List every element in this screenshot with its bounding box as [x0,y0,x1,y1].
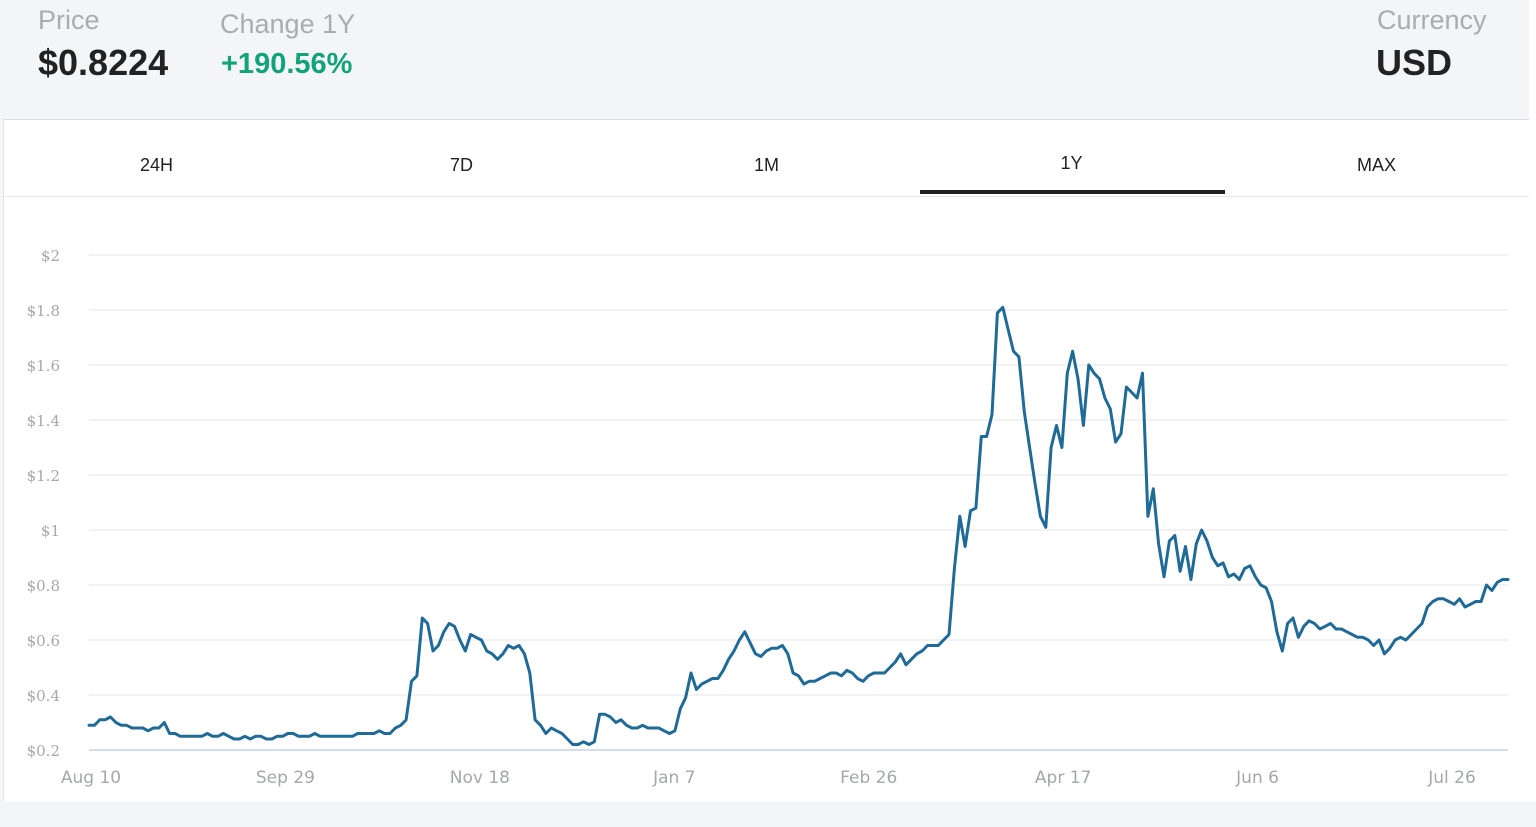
y-tick-label: $1.4 [27,412,60,430]
y-tick-label: $0.8 [27,577,60,595]
tab-max[interactable]: MAX [1356,155,1396,175]
y-tick-label: $0.4 [27,687,60,705]
active-tab-indicator [920,190,1225,194]
y-tick-label: $1.8 [27,302,60,320]
y-tick-label: $0.2 [27,742,60,760]
right-edge [1529,0,1536,827]
price-label: Price [38,5,100,35]
x-tick-label: Feb 26 [840,768,897,788]
currency-value: USD [1376,42,1453,83]
y-tick-label: $2 [41,247,60,265]
bottom-strip [0,802,1536,827]
currency-label: Currency [1377,5,1487,35]
y-tick-label: $0.6 [27,632,60,650]
y-tick-label: $1.6 [27,357,60,375]
change-label: Change 1Y [220,9,356,39]
price-value: $0.8224 [38,42,169,83]
x-tick-label: Jan 7 [652,768,695,788]
y-tick-label: $1 [41,522,60,540]
tab-24h[interactable]: 24H [139,155,174,175]
tab-1y[interactable]: 1Y [1060,153,1083,173]
x-tick-label: Nov 18 [450,768,510,788]
x-tick-label: Jul 26 [1427,768,1476,788]
x-tick-label: Jun 6 [1235,768,1279,788]
price-series-line [87,305,1510,746]
price-header: Price $0.8224 Change 1Y +190.56% Currenc… [3,0,1529,120]
timeframe-tabs: 24H 7D 1M 1Y MAX [4,120,1530,197]
y-tick-label: $1.2 [27,467,60,485]
chart-panel: 24H 7D 1M 1Y MAX [3,120,1530,802]
change-value: +190.56% [221,48,353,80]
tab-7d[interactable]: 7D [449,155,473,175]
tab-1m[interactable]: 1M [753,155,779,175]
x-tick-label: Sep 29 [256,768,315,788]
x-tick-label: Aug 10 [61,768,121,788]
x-tick-label: Apr 17 [1035,768,1091,788]
